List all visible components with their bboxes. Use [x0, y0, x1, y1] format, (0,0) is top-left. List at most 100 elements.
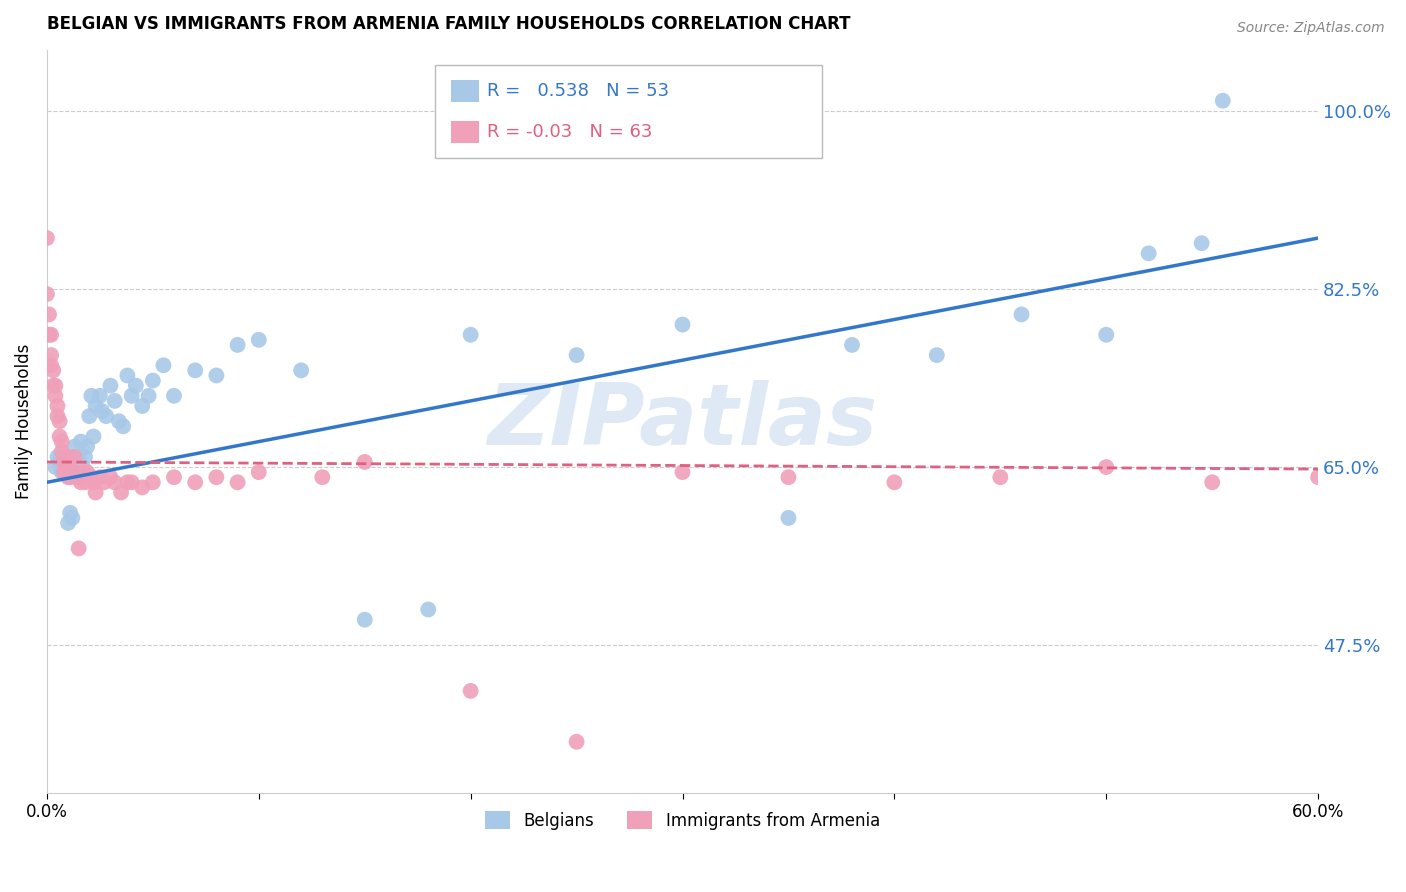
Point: [76, 440, 98, 454]
Point: [77, 409, 100, 424]
Point: [925, 348, 948, 362]
Point: [883, 475, 905, 490]
Point: [56, 470, 79, 484]
Point: [46, 399, 69, 413]
Text: R = -0.03   N = 63: R = -0.03 N = 63: [486, 123, 652, 141]
Point: [1011, 307, 1033, 321]
Point: [59, 506, 82, 520]
Point: [1201, 475, 1223, 490]
Point: [311, 470, 333, 484]
Legend: Belgians, Immigrants from Armenia: Belgians, Immigrants from Armenia: [478, 805, 887, 837]
Point: [100, 378, 122, 392]
Point: [35, 231, 58, 245]
Point: [1095, 460, 1118, 475]
Point: [69, 434, 91, 449]
Point: [778, 511, 800, 525]
Point: [59, 470, 82, 484]
Point: [63, 450, 86, 464]
Point: [353, 455, 375, 469]
Point: [138, 389, 160, 403]
Point: [226, 338, 249, 352]
Point: [104, 393, 127, 408]
Point: [52, 455, 75, 469]
Point: [89, 470, 111, 484]
Point: [42, 363, 65, 377]
Point: [247, 333, 270, 347]
Point: [460, 327, 482, 342]
Point: [73, 450, 96, 464]
Point: [35, 287, 58, 301]
Point: [72, 460, 94, 475]
Point: [63, 465, 86, 479]
Point: [56, 516, 79, 530]
Point: [60, 511, 83, 525]
Point: [52, 465, 75, 479]
Point: [67, 470, 90, 484]
Point: [121, 389, 143, 403]
Point: [39, 359, 62, 373]
Point: [671, 318, 693, 332]
Point: [121, 475, 143, 490]
Point: [76, 465, 98, 479]
Point: [39, 327, 62, 342]
Point: [104, 475, 127, 490]
Point: [142, 475, 165, 490]
Point: [55, 450, 77, 464]
Text: R =   0.538   N = 53: R = 0.538 N = 53: [486, 82, 669, 100]
Point: [117, 475, 139, 490]
Point: [1308, 470, 1330, 484]
Point: [48, 429, 70, 443]
Point: [44, 460, 66, 475]
Point: [60, 465, 83, 479]
Point: [56, 460, 79, 475]
Point: [69, 475, 91, 490]
Point: [1095, 327, 1118, 342]
Point: [1212, 94, 1234, 108]
Point: [80, 389, 103, 403]
Point: [247, 465, 270, 479]
Point: [226, 475, 249, 490]
Point: [152, 359, 174, 373]
Point: [205, 470, 228, 484]
Point: [39, 348, 62, 362]
Point: [84, 399, 107, 413]
Point: [44, 389, 66, 403]
Point: [460, 684, 482, 698]
Point: [52, 460, 75, 475]
Point: [131, 399, 153, 413]
Point: [83, 475, 105, 490]
Point: [63, 440, 86, 454]
Point: [108, 414, 131, 428]
Point: [55, 460, 77, 475]
Point: [73, 475, 96, 490]
Point: [46, 409, 69, 424]
Point: [38, 327, 60, 342]
Point: [841, 338, 863, 352]
Point: [48, 455, 70, 469]
Point: [131, 480, 153, 494]
Text: ZIPatlas: ZIPatlas: [488, 380, 877, 463]
Point: [184, 475, 207, 490]
Point: [93, 475, 115, 490]
Point: [42, 378, 65, 392]
Point: [91, 404, 114, 418]
Point: [72, 465, 94, 479]
Point: [96, 409, 118, 424]
Point: [163, 470, 186, 484]
Text: BELGIAN VS IMMIGRANTS FROM ARMENIA FAMILY HOUSEHOLDS CORRELATION CHART: BELGIAN VS IMMIGRANTS FROM ARMENIA FAMIL…: [46, 15, 851, 33]
Point: [117, 368, 139, 383]
Point: [184, 363, 207, 377]
Point: [1137, 246, 1160, 260]
Bar: [451, 121, 479, 144]
Point: [671, 465, 693, 479]
Y-axis label: Family Households: Family Households: [15, 343, 32, 499]
Point: [67, 450, 90, 464]
Point: [778, 470, 800, 484]
Point: [83, 429, 105, 443]
Point: [55, 450, 77, 464]
Point: [51, 465, 73, 479]
Point: [290, 363, 312, 377]
Point: [100, 470, 122, 484]
Point: [51, 444, 73, 458]
Point: [80, 470, 103, 484]
